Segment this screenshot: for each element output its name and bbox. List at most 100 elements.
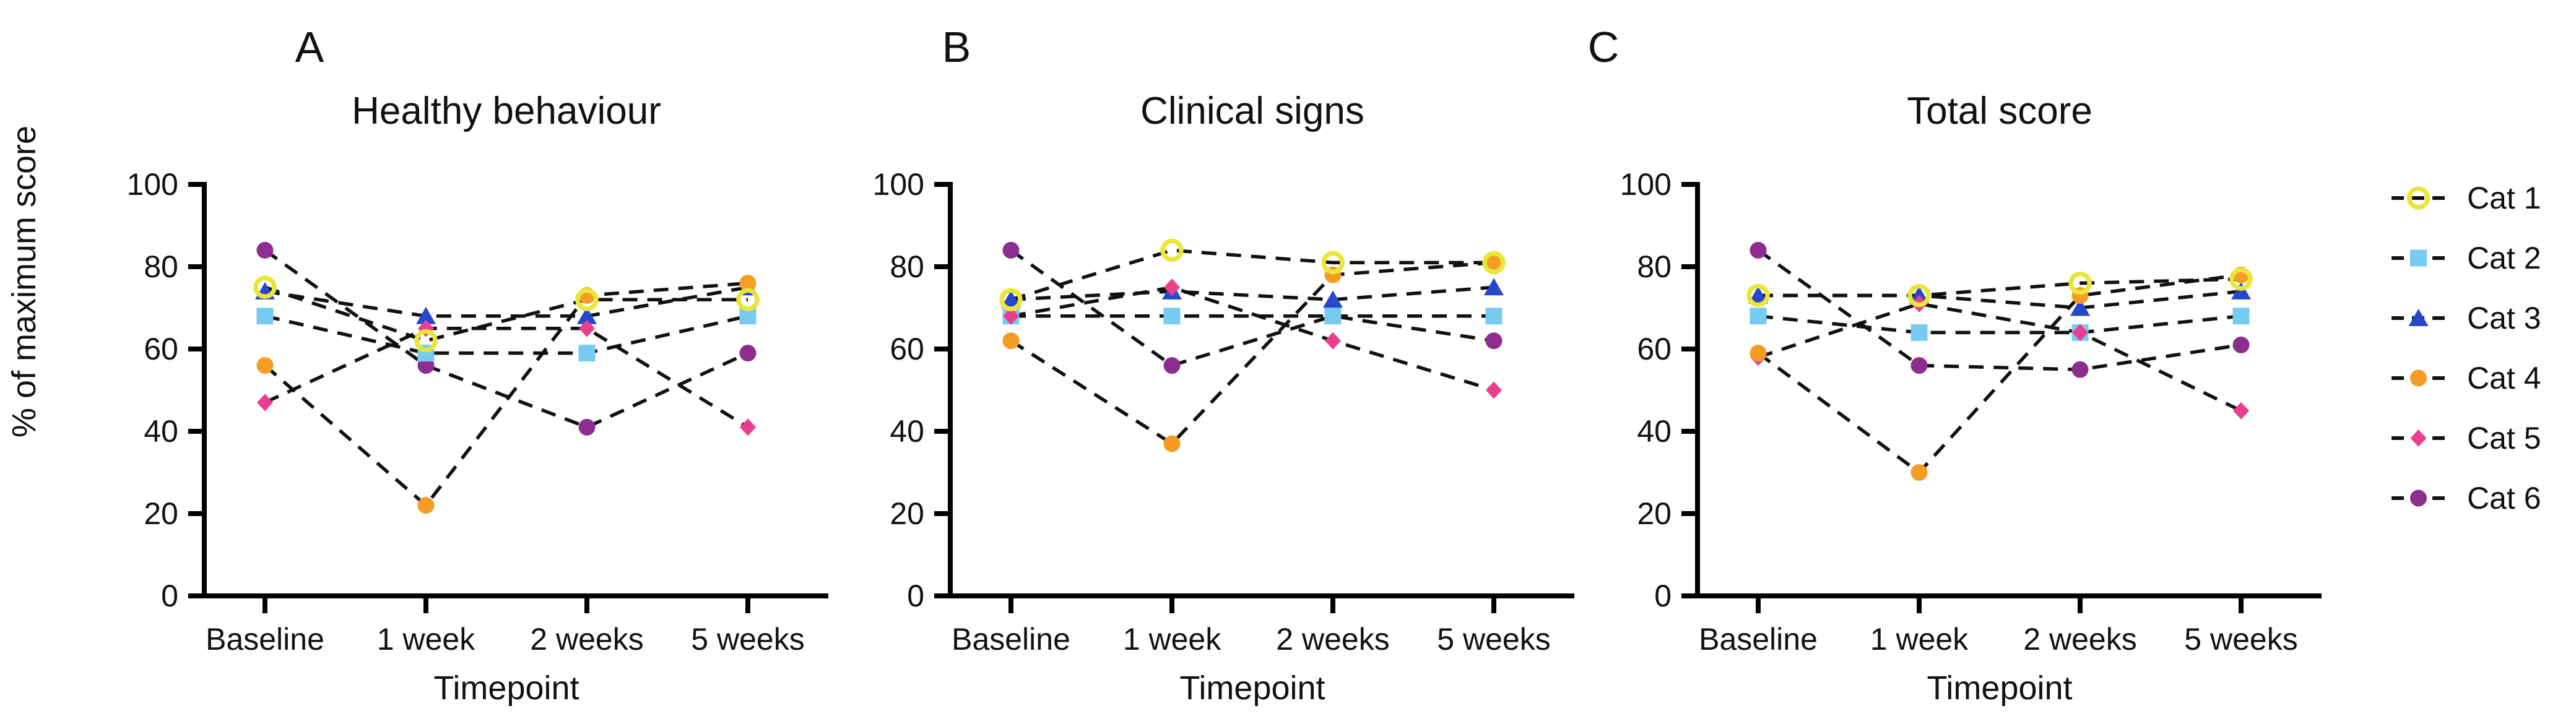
panel-letter: A	[295, 23, 324, 71]
y-tick-label: 0	[1654, 579, 1672, 613]
point-cat-5-5-weeks	[740, 418, 756, 436]
point-cat-5-5-weeks	[1486, 381, 1502, 399]
point-cat-5-Baseline	[257, 394, 273, 412]
x-tick-label: 1 week	[377, 622, 475, 657]
series-line-cat-6	[264, 249, 749, 429]
series-line-cat-1	[1758, 277, 2242, 298]
series-line-cat-4	[264, 281, 748, 508]
point-cat-1-1-week	[1907, 283, 1931, 308]
x-tick-label: 5 weeks	[691, 622, 804, 657]
y-tick-label: 80	[1637, 249, 1672, 284]
legend-marker-cat-6	[2410, 489, 2427, 507]
x-tick-label: 2 weeks	[530, 622, 643, 657]
point-cat-2-Baseline	[256, 308, 274, 325]
series-line-cat-4	[1757, 273, 2242, 475]
panel-letter: C	[1588, 23, 1620, 71]
y-tick-label: 60	[1637, 332, 1672, 366]
point-cat-2-2-weeks	[1324, 308, 1342, 325]
y-tick-label: 60	[890, 332, 924, 366]
point-cat-1-Baseline	[1746, 283, 1770, 308]
y-tick-label: 20	[144, 496, 178, 531]
legend-label-cat-5: Cat 5	[2467, 421, 2541, 455]
point-cat-2-2-weeks	[578, 345, 596, 362]
legend-label-cat-3: Cat 3	[2467, 301, 2541, 335]
point-cat-4-Baseline	[256, 357, 274, 374]
series-line-cat-3	[1758, 290, 2242, 310]
point-cat-1-2-weeks	[2068, 271, 2092, 295]
legend-marker-cat-3	[2408, 309, 2429, 326]
point-cat-6-2-weeks	[2071, 361, 2089, 378]
y-tick-label: 20	[890, 496, 924, 531]
panel-title: Healthy behaviour	[352, 90, 661, 132]
point-cat-4-Baseline	[1750, 345, 1767, 362]
point-cat-1-Baseline	[999, 288, 1023, 311]
point-cat-4-Baseline	[1002, 332, 1020, 350]
point-cat-3-5-weeks	[1484, 278, 1504, 296]
point-cat-3-1-week	[1909, 286, 1929, 304]
point-cat-6-5-weeks	[2232, 336, 2250, 353]
point-cat-2-1-week	[1163, 308, 1181, 325]
point-cat-6-1-week	[1910, 357, 1928, 374]
series-line-cat-2	[264, 314, 748, 355]
legend-label-cat-6: Cat 6	[2467, 481, 2541, 515]
point-cat-3-2-weeks	[577, 306, 597, 324]
x-tick-label: Baseline	[952, 622, 1070, 657]
x-tick-label: 5 weeks	[2184, 622, 2297, 657]
series-line-cat-5	[1758, 302, 2242, 413]
point-cat-6-Baseline	[1750, 241, 1767, 259]
point-cat-1-5-weeks	[736, 288, 760, 311]
legend-marker-cat-2	[2410, 249, 2427, 267]
y-tick-label: 20	[1637, 496, 1672, 531]
y-tick-label: 40	[890, 414, 924, 449]
point-cat-6-1-week	[1163, 357, 1181, 374]
point-cat-5-2-weeks	[2072, 324, 2088, 342]
series-line-cat-5	[264, 327, 749, 429]
series-line-cat-6	[1757, 249, 2242, 372]
y-tick-label: 40	[1637, 414, 1672, 449]
series-line-cat-5	[1010, 285, 1494, 392]
point-cat-3-Baseline	[1748, 286, 1768, 304]
y-tick-label: 0	[161, 579, 178, 613]
legend-label-cat-2: Cat 2	[2467, 241, 2541, 275]
point-cat-2-1-week	[1910, 324, 1928, 341]
point-cat-5-Baseline	[1003, 307, 1019, 325]
x-tick-label: 2 weeks	[2023, 622, 2136, 657]
series-line-cat-3	[1010, 285, 1494, 301]
y-tick-label: 80	[144, 249, 178, 284]
x-axis-title: Timepoint	[433, 670, 579, 707]
point-cat-6-2-weeks	[578, 418, 596, 436]
panel-title: Total score	[1907, 90, 2092, 132]
point-cat-1-5-weeks	[2229, 267, 2253, 291]
x-tick-label: 5 weeks	[1437, 622, 1550, 657]
point-cat-5-2-weeks	[1325, 332, 1341, 350]
legend-marker-cat-1	[2406, 186, 2431, 210]
series-line-cat-3	[264, 285, 748, 318]
x-tick-label: Baseline	[206, 622, 324, 657]
point-cat-3-2-weeks	[2070, 298, 2090, 316]
x-tick-label: 2 weeks	[1276, 622, 1389, 657]
point-cat-2-Baseline	[1750, 308, 1767, 325]
point-cat-4-5-weeks	[1485, 254, 1503, 271]
legend-marker-cat-4	[2410, 369, 2427, 387]
point-cat-2-5-weeks	[2232, 308, 2250, 325]
legend-marker-cat-5	[2410, 429, 2427, 447]
point-cat-3-Baseline	[1001, 290, 1021, 308]
panel-letter: B	[942, 23, 971, 71]
point-cat-1-1-week	[1160, 238, 1184, 262]
point-cat-5-1-week	[1164, 278, 1180, 296]
y-tick-label: 80	[890, 249, 924, 284]
y-tick-label: 40	[144, 414, 178, 449]
point-cat-4-1-week	[1163, 435, 1181, 452]
point-cat-5-2-weeks	[579, 319, 595, 337]
x-tick-label: Baseline	[1699, 622, 1818, 657]
point-cat-3-2-weeks	[1323, 290, 1343, 308]
y-tick-label: 100	[873, 167, 924, 202]
point-cat-2-5-weeks	[1485, 308, 1503, 325]
legend-label-cat-1: Cat 1	[2467, 181, 2541, 215]
point-cat-3-5-weeks	[2231, 282, 2251, 300]
point-cat-6-5-weeks	[739, 345, 757, 362]
point-cat-1-2-weeks	[1321, 251, 1345, 275]
x-tick-label: 1 week	[1123, 622, 1221, 657]
point-cat-6-Baseline	[1002, 241, 1020, 259]
